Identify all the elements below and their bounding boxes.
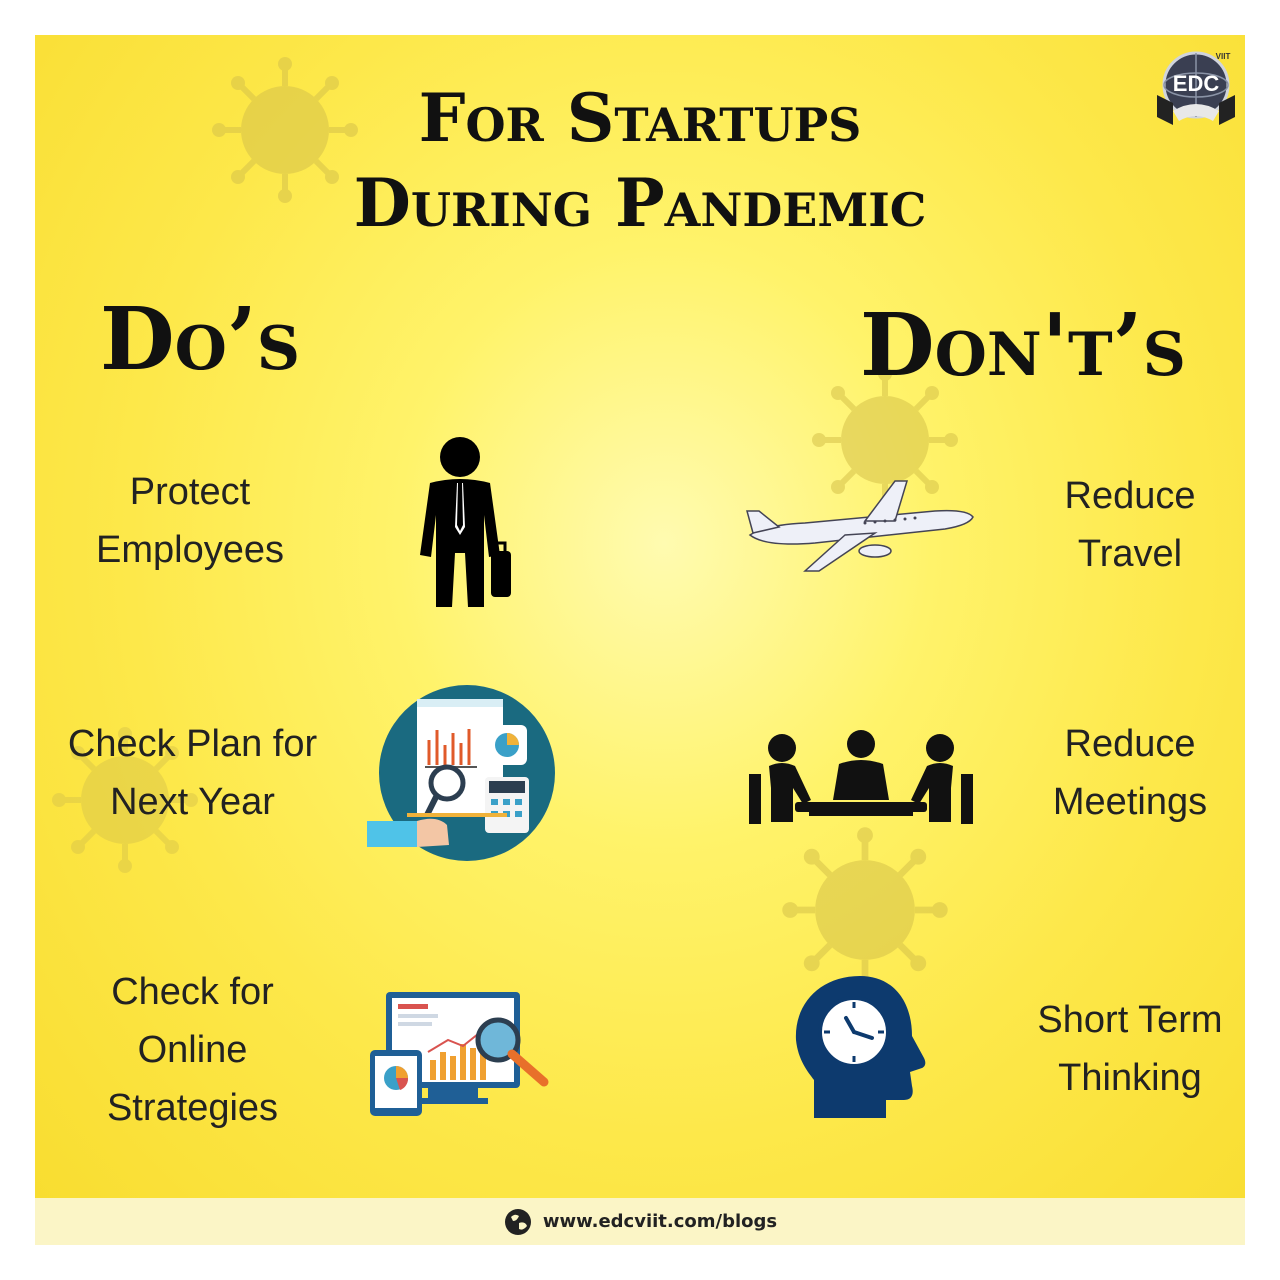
title-line-2: During Pandemic xyxy=(353,164,927,242)
financial-report-icon xyxy=(367,685,555,861)
dos-item-check-plan: Check Plan for Next Year xyxy=(40,715,345,831)
list-item-line: Check for xyxy=(111,971,274,1013)
dos-heading: Do’s xyxy=(100,289,301,390)
footer-bar: www.edcviit.com/blogs xyxy=(35,1198,1245,1245)
dos-item-protect-employees: Protect Employees xyxy=(45,463,335,579)
businessman-icon xyxy=(420,437,511,607)
donts-item-reduce-travel: Reduce Travel xyxy=(985,467,1245,583)
list-item-line: Travel xyxy=(1077,533,1183,575)
globe-icon xyxy=(504,1208,531,1235)
list-item-line: Protect xyxy=(129,471,251,513)
list-item-line: Short Term xyxy=(1037,999,1223,1041)
list-item-line: Reduce xyxy=(1064,723,1196,765)
virus-icon xyxy=(782,827,948,993)
virus-icon xyxy=(52,727,198,873)
logo-subtext: VIIT xyxy=(1216,52,1231,61)
list-item-line: Employees xyxy=(96,529,284,571)
list-item-line: Thinking xyxy=(1058,1057,1202,1099)
meeting-icon xyxy=(749,730,973,824)
list-item-line: Meetings xyxy=(1052,781,1208,823)
list-item-line: Check Plan for xyxy=(67,723,318,765)
list-item-line: Online xyxy=(137,1029,248,1071)
list-item-line: Next Year xyxy=(110,781,275,823)
airplane-icon xyxy=(746,480,974,572)
virus-icon xyxy=(212,57,358,203)
online-analytics-icon xyxy=(370,992,549,1116)
website-link[interactable]: www.edcviit.com/blogs xyxy=(542,1211,778,1232)
virus-icon xyxy=(812,367,958,513)
donts-item-reduce-meetings: Reduce Meetings xyxy=(985,715,1245,831)
poster: For Startups During Pandemic EDC VIIT Do… xyxy=(35,35,1245,1245)
list-item-line: Strategies xyxy=(106,1087,279,1129)
donts-heading: Don't’s xyxy=(860,295,1186,396)
edc-logo: EDC VIIT xyxy=(1153,45,1239,131)
head-clock-icon xyxy=(795,976,926,1118)
title-line-1: For Startups xyxy=(418,79,862,157)
logo-text: EDC xyxy=(1173,71,1220,96)
dos-item-online-strategies: Check for Online Strategies xyxy=(45,963,340,1137)
list-item-line: Reduce xyxy=(1064,475,1196,517)
donts-item-short-term: Short Term Thinking xyxy=(985,991,1245,1107)
